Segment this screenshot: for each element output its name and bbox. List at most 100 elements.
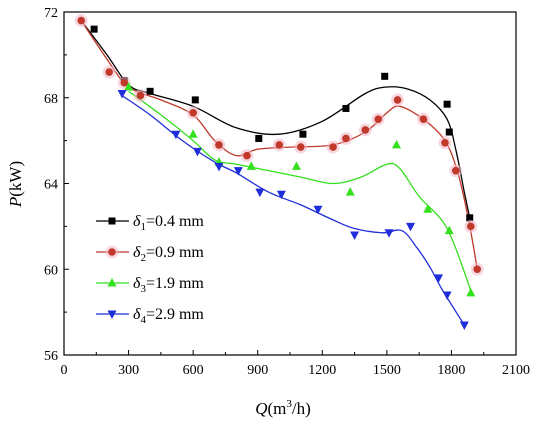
series-4-point [192,147,202,157]
series-1-line [80,20,471,218]
series-2-point [393,96,402,104]
legend-value: =0.4 mm [146,213,204,230]
series-3-point [444,225,454,235]
series-1-point [255,134,263,142]
y-axis-unit: (kW) [6,161,25,197]
legend-value: =0.9 mm [146,244,204,261]
y-tick-label: 72 [44,6,58,21]
series-1-point [443,100,451,108]
series-4-point [384,229,394,238]
legend-symbol: δ [133,275,141,292]
legend-marker-2 [108,248,116,256]
legend-value: =2.9 mm [146,306,204,323]
series-3-point [291,161,301,170]
legend-subscript: 3 [140,283,146,295]
series-2-point [296,143,305,151]
series-4-point [233,167,243,176]
series-2-point [120,78,129,87]
series-1-point [299,130,307,138]
x-tick-label: 0 [61,363,68,378]
series-4-point [434,274,444,283]
series-2-point [329,143,337,151]
series-3-point [466,287,476,297]
series-3-point [124,82,134,91]
series-2-point [215,141,223,149]
series-3-point [345,187,355,196]
series-4-point [117,89,127,99]
y-tick-label: 68 [44,92,58,107]
x-tick-label: 600 [183,363,204,378]
series-1-point [342,104,350,112]
series-4-point [442,291,452,300]
series-3-line [128,90,472,291]
series-1-point [191,96,199,104]
x-tick-label: 1800 [437,363,465,378]
x-tick-label: 2100 [502,363,530,378]
x-tick-label: 300 [118,363,139,378]
x-tick-label: 1500 [373,363,401,378]
y-axis-var: P [6,197,25,208]
legend-label-2: δ2=0.9 mm [133,244,204,264]
series-4-point [350,231,360,240]
legend-marker-4 [107,310,117,319]
chart-axes [63,11,517,356]
axis-ticks: 0 300 600 900 1200 1500 1800 2100 56 60 64 68 72 [44,6,530,378]
series-3-point [188,129,198,138]
legend-label-1: δ1=0.4 mm [133,213,204,233]
x-tick-label: 900 [247,363,268,378]
series-2-point [374,115,383,123]
series-2-point [361,126,370,134]
x-axis-unit-sup: 3 [286,398,292,410]
y-tick-label: 64 [44,178,58,193]
series-1-point [90,25,98,33]
x-axis-unit-pre: (m [268,399,287,418]
series-4-point [459,321,469,330]
series-1-point [445,128,453,136]
series-3-point [392,139,402,149]
series-2-point [467,222,475,231]
series-2-point [419,115,428,123]
series-2-point [77,16,86,25]
series-4-point [255,188,265,198]
series-4-point [406,222,416,232]
series-4-point [313,205,323,215]
series-2-point [275,141,284,149]
series-2-point [243,151,251,160]
series-4-line [121,95,465,326]
y-tick-label: 60 [44,263,58,278]
series-2-point [342,134,350,143]
legend-subscript: 1 [140,221,146,233]
y-tick-label: 56 [44,349,58,364]
y-axis-title: P(kW) [6,161,25,208]
series-2-point [189,108,197,117]
series-2-point [441,138,449,147]
x-axis-var: Q [255,399,267,418]
legend-subscript: 4 [140,314,146,326]
legend-marker-3 [107,278,117,287]
series-2-point [136,91,145,100]
series-4-point [276,190,286,200]
legend-symbol: δ [133,306,141,323]
series-curves [80,20,478,326]
series-1-point [146,87,154,95]
legend-label-4: δ4=2.9 mm [133,306,204,326]
legend-symbol: δ [133,244,141,261]
legend-marker-1 [108,217,116,225]
series-1-point [381,72,389,80]
series-2-point [451,166,460,175]
x-axis-title: Q(m3/h) [255,398,311,418]
series-4-point [171,130,181,140]
series-3-point [423,204,433,213]
x-tick-label: 1200 [308,363,336,378]
series-2-point [473,265,482,274]
legend-value: =1.9 mm [146,275,204,292]
legend-label-3: δ3=1.9 mm [133,275,204,295]
series-markers [74,14,484,330]
legend-symbol: δ [133,213,141,230]
x-axis-unit-post: /h) [292,399,311,418]
series-2-point [105,68,113,76]
plot-frame [63,11,517,356]
series-1-point [466,214,474,222]
